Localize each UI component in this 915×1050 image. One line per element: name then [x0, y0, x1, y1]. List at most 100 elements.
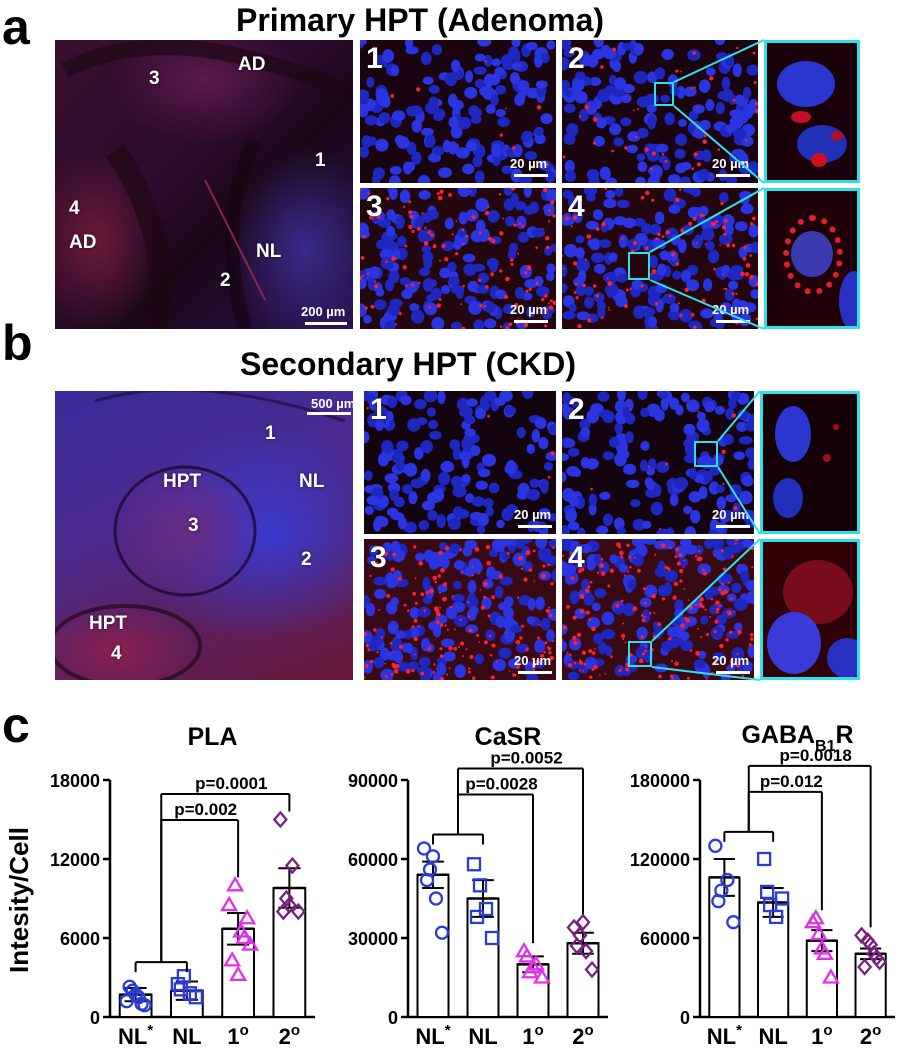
panel-b-zoom-connectors — [651, 390, 761, 681]
panel-b-letter: b — [2, 315, 33, 371]
tile-number: 1 — [366, 42, 383, 75]
overview-b-scale-label: 500 µm — [311, 396, 353, 411]
tile-scale-bar — [716, 174, 750, 177]
x-tick-label: NL* — [707, 1022, 742, 1049]
data-point-triangle — [229, 965, 248, 982]
tile-inset-box — [654, 82, 674, 106]
data-point-diamond — [278, 889, 294, 908]
data-point-triangle — [806, 908, 825, 925]
data-point-circle — [434, 925, 450, 940]
bar — [854, 952, 887, 1018]
panel-a-tile-2: 2 20 µm — [562, 40, 758, 183]
data-point-diamond — [272, 810, 288, 829]
p-value-label: p=0.0018 — [780, 746, 852, 765]
overview-a-region-4: 4 — [69, 198, 80, 219]
data-point-diamond — [281, 896, 297, 914]
data-point-diamond — [857, 958, 873, 976]
overview-b-region-hpt-center: HPT — [163, 471, 201, 492]
tile-number: 1 — [370, 393, 387, 426]
data-point-diamond — [569, 937, 585, 955]
tile-scale-label: 20 µm — [514, 653, 552, 668]
x-tick-label: 1o — [522, 1022, 543, 1049]
tile-scale-bar — [716, 320, 750, 323]
data-point-triangle — [517, 947, 537, 963]
data-point-diamond — [584, 960, 600, 979]
x-tick-label: NL* — [118, 1022, 153, 1049]
p-value-label: p=0.012 — [760, 772, 823, 791]
overview-a-region-2: 2 — [220, 270, 231, 291]
panel-a-overview-image: 3 AD 1 4 AD NL 2 200 µm — [55, 40, 353, 329]
overview-a-region-3: 3 — [149, 68, 160, 89]
panel-b-tile-2: 2 20 µm — [562, 391, 754, 534]
overview-a-scale-label: 200 µm — [301, 304, 346, 319]
panel-b-title: Secondary HPT (CKD) — [240, 346, 577, 382]
x-tick-label: NL — [172, 1024, 201, 1049]
panel-a-zoom-bottom — [764, 188, 860, 329]
data-point-square — [774, 891, 790, 906]
data-point-triangle — [809, 924, 828, 941]
tile-inset-box — [628, 641, 652, 667]
data-point-circle — [419, 872, 435, 888]
overview-a-region-ad-top: AD — [238, 54, 266, 75]
tile-scale-label: 20 µm — [712, 653, 750, 668]
overview-b-region-2: 2 — [301, 549, 312, 570]
y-tick-label: 0 — [388, 1008, 398, 1028]
tile-number: 4 — [568, 190, 585, 223]
data-point-triangle — [526, 955, 546, 971]
tile-number: 3 — [366, 190, 383, 223]
data-point-square — [759, 884, 775, 900]
data-point-circle — [726, 915, 741, 930]
p-value-label: p=0.0028 — [465, 774, 537, 793]
tile-inset-box — [628, 252, 650, 280]
y-tick-label: 90000 — [348, 771, 398, 791]
data-point-triangle — [226, 876, 245, 892]
x-tick-label: NL — [758, 1024, 787, 1049]
x-tick-label: 1o — [227, 1022, 248, 1049]
data-point-diamond — [290, 902, 306, 921]
data-point-square — [176, 969, 192, 984]
panel-b-tile-1: 1 20 µm — [364, 391, 556, 534]
overview-a-region-1: 1 — [315, 150, 326, 171]
x-tick-label: 2o — [572, 1022, 593, 1049]
y-tick-label: 0 — [90, 1008, 100, 1028]
panel-a-title: Primary HPT (Adenoma) — [236, 2, 605, 38]
tile-scale-bar — [518, 671, 552, 674]
overview-a-scale-bar — [305, 322, 347, 325]
y-tick-label: 6000 — [60, 929, 100, 949]
tile-scale-bar — [514, 174, 548, 177]
panel-a-zoom-top — [764, 40, 860, 183]
tile-scale-label: 20 µm — [514, 507, 552, 522]
data-point-circle — [119, 994, 134, 1009]
y-tick-label: 60000 — [640, 929, 690, 949]
data-point-circle — [134, 996, 149, 1011]
data-point-triangle — [238, 908, 257, 925]
data-point-square — [478, 901, 494, 917]
overview-b-region-3: 3 — [188, 515, 199, 536]
tile-scale-label: 20 µm — [712, 156, 750, 171]
bar — [416, 873, 450, 1018]
data-point-square — [768, 909, 784, 925]
data-point-triangle — [220, 895, 239, 912]
p-value-label: p=0.0001 — [195, 774, 267, 793]
y-tick-label: 180000 — [630, 771, 690, 791]
tile-scale-bar — [514, 320, 548, 323]
tile-scale-label: 20 µm — [510, 302, 548, 317]
data-point-diamond — [284, 856, 300, 875]
data-point-square — [466, 857, 482, 872]
data-point-square — [173, 982, 189, 997]
y-axis-label: Intesity/Cell — [4, 827, 34, 973]
data-point-square — [484, 930, 500, 946]
data-point-circle — [720, 872, 735, 888]
x-tick-label: 2o — [279, 1022, 300, 1049]
tile-number: 4 — [568, 541, 585, 574]
overview-b-scale-bar — [307, 412, 351, 415]
panel-a-zoom-connectors — [649, 39, 765, 330]
data-point-diamond — [575, 913, 591, 931]
p-value-label: p=0.0052 — [490, 748, 562, 767]
data-point-triangle — [821, 968, 840, 984]
data-point-triangle — [235, 928, 254, 945]
data-point-circle — [425, 849, 441, 864]
panel-a-tile-1: 1 20 µm — [360, 40, 556, 183]
overview-a-region-nl: NL — [256, 241, 282, 262]
data-point-triangle — [532, 968, 552, 984]
